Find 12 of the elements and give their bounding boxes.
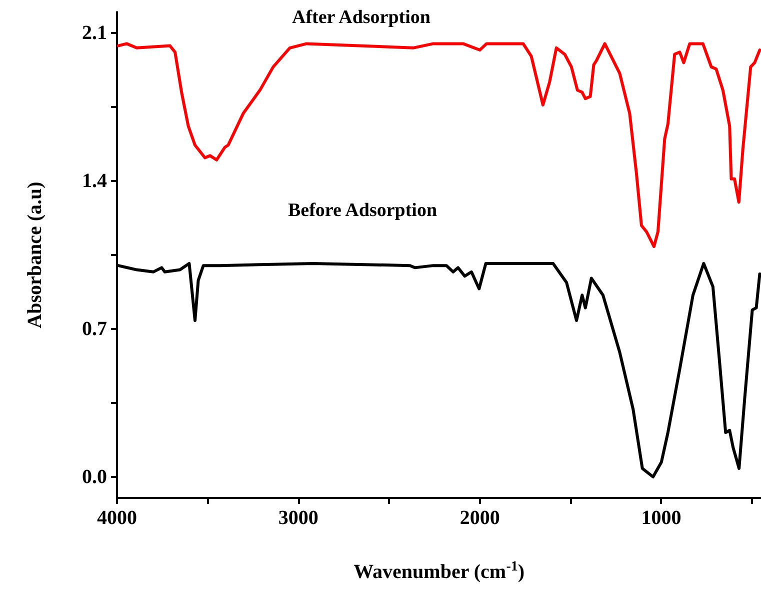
x-tick-label: 1000	[641, 507, 682, 529]
y-tick-label: 0.7	[82, 318, 107, 340]
y-tick-label: 1.4	[82, 170, 107, 192]
x-tick-label: 3000	[278, 507, 318, 529]
series-label: After Adsorption	[292, 7, 431, 28]
x-tick-label: 2000	[460, 507, 500, 529]
y-axis-title: Absorbance (a.u)	[24, 182, 46, 328]
line-series	[116, 42, 761, 248]
text: 0.0	[82, 466, 107, 488]
y-tick-label: 2.1	[82, 22, 107, 44]
text: Before Adsorption	[288, 200, 438, 221]
x-tick-label: 4000	[97, 507, 137, 529]
